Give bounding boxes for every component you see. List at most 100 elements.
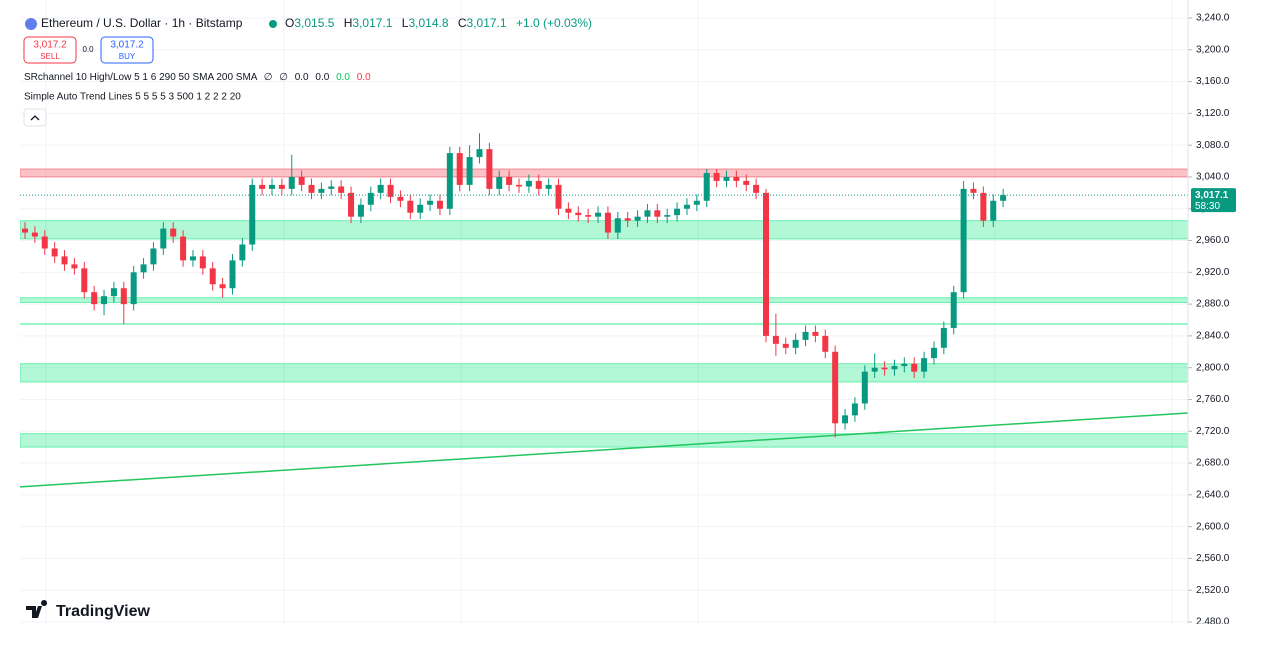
candle-body [792,339,799,348]
indicator-name: SRchannel 10 High/Low 5 1 6 290 50 SMA 2… [24,72,258,83]
indicator-value: 0.0 [357,72,371,83]
sell-label[interactable]: SELL [40,52,60,61]
candle-body [377,184,384,193]
candle-body [535,180,542,189]
candle-body [683,204,690,209]
candle-body [565,208,572,213]
sell-button[interactable] [23,36,77,64]
candle-body [71,264,78,269]
candle-body [229,260,236,289]
candle-body [407,200,414,213]
candle-body [664,215,671,217]
candle-body [812,331,819,336]
zone [20,363,1188,383]
vertical-grid [45,0,1173,624]
candle-body [585,215,592,217]
zone [20,168,1188,178]
indicator-value: ∅ [279,72,288,83]
candle-body [130,272,137,305]
zone [20,433,1188,448]
candle-body [861,371,868,404]
candle-body [575,212,582,216]
indicator-value: 0.0 [336,72,350,83]
candle-body [901,363,908,367]
candle-body [832,351,839,424]
y-tick-label: 3,120.0 [1196,108,1230,119]
candle-body [891,366,898,370]
candle-body [674,208,681,216]
candle-body [436,200,443,209]
close: 3,017.1 [467,16,507,30]
sell-price[interactable]: 3,017.2 [33,40,67,51]
candle-body [51,248,58,257]
last-price-label: 3,017.1 [1195,190,1229,201]
candle-body [713,172,720,181]
candle-body [763,192,769,336]
candle-body [930,347,937,359]
trend-line [20,412,1188,488]
candle-body [427,200,434,205]
candle-body [743,180,750,185]
candle-body [802,331,809,340]
y-tick-label: 2,800.0 [1196,362,1230,373]
candle-body [249,184,256,245]
candle-body [288,176,295,189]
buy-button[interactable] [100,36,154,64]
candle-body [990,200,997,221]
candle-body [911,363,918,372]
candle-body [61,256,68,265]
y-tick-label: 2,640.0 [1196,489,1230,500]
buy-price[interactable]: 3,017.2 [110,40,144,51]
candle-body [723,176,730,181]
candle-body [456,153,463,185]
candle-body [278,184,285,189]
candle-body [921,358,928,372]
candle-body [693,200,700,205]
candle-body [595,212,602,217]
candle-body [367,192,374,205]
buy-label[interactable]: BUY [119,52,136,61]
candle-body [772,335,779,344]
zones [20,168,1188,488]
candles [20,133,1188,438]
candle-body [357,204,364,217]
candle-body [476,149,483,158]
candle-body [446,153,453,209]
indicator-2: Simple Auto Trend Lines 5 5 5 5 3 500 1 … [24,92,241,103]
change: +1.0 (+0.03%) [516,16,592,30]
y-tick-label: 2,600.0 [1196,521,1230,532]
y-tick-label: 2,920.0 [1196,267,1230,278]
brand-name: TradingView [56,603,151,620]
indicator-1: SRchannel 10 High/Low 5 1 6 290 50 SMA 2… [24,72,371,83]
open: 3,015.5 [294,16,334,30]
candle-body [160,228,167,249]
candle-body [960,188,967,293]
ohlc-legend: O3,015.5 H3,017.1 L3,014.8 C3,017.1 +1.0… [285,16,592,30]
candle-body [545,184,552,189]
y-tick-label: 2,840.0 [1196,331,1230,342]
collapse-icon[interactable] [30,115,40,121]
zone [20,220,1188,240]
candle-body [140,264,147,273]
candle-body [180,236,187,261]
candle-body [189,256,196,261]
c-label: C [458,16,467,30]
candle-body [120,288,127,305]
l-label: L [402,16,409,30]
candle-body [851,403,858,416]
candle-body [555,184,562,209]
indicator-value: ∅ [264,72,273,83]
candle-body [150,248,157,265]
candle-body [318,188,325,193]
y-tick-label: 2,520.0 [1196,585,1230,596]
collapse-button[interactable] [23,108,47,127]
candle-body [259,184,266,189]
high: 3,017.1 [352,16,392,30]
h-label: H [344,16,353,30]
indicator-value: 0.0 [315,72,329,83]
candle-body [842,415,849,424]
eth-icon [25,18,37,30]
